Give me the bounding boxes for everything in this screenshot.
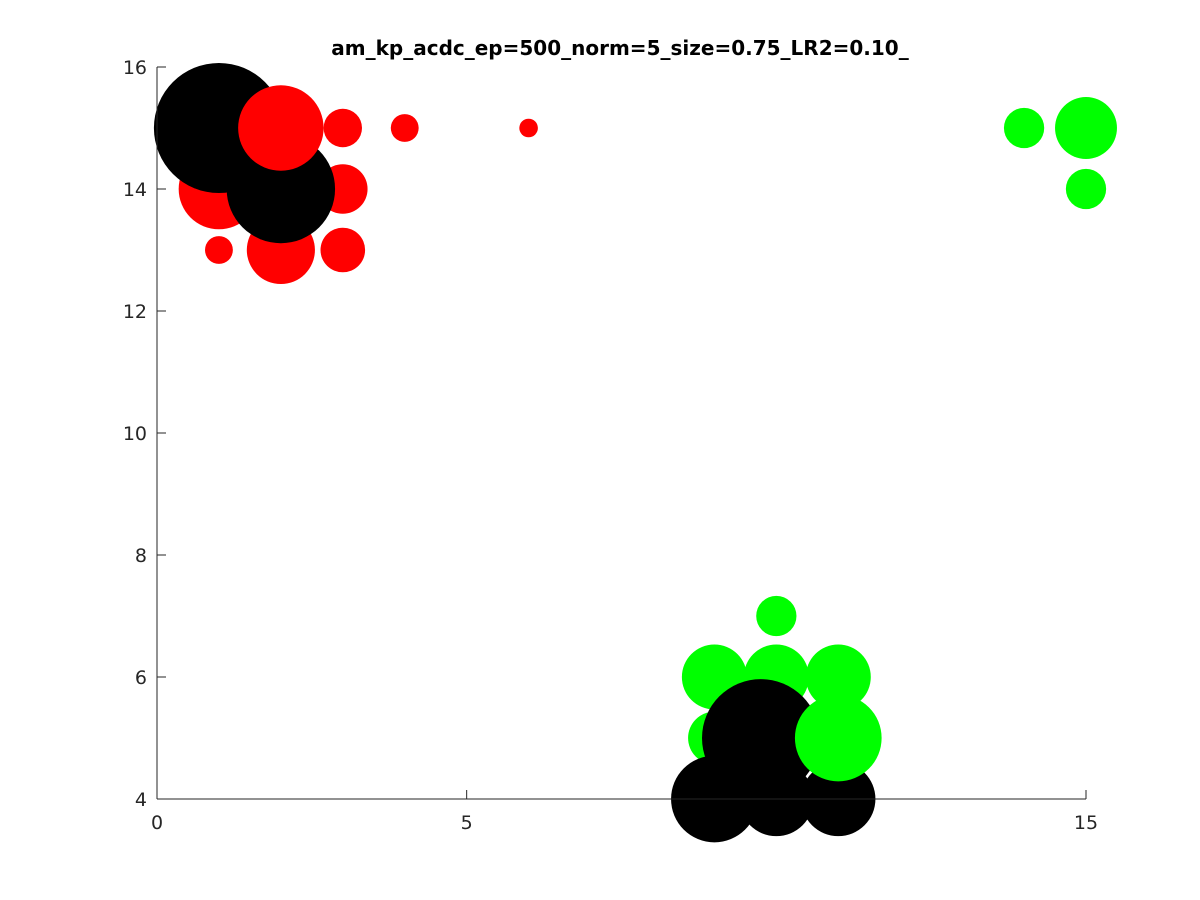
data-point-0-1	[205, 236, 233, 264]
y-tick-label: 6	[135, 667, 147, 689]
data-point-2-1	[226, 134, 336, 244]
y-tick-label: 12	[123, 301, 147, 323]
y-tick-label: 14	[123, 179, 147, 201]
data-point-3-0	[238, 85, 324, 171]
x-tick-label: 5	[461, 812, 473, 834]
data-point-2-5	[702, 679, 820, 797]
y-tick-label: 8	[135, 545, 147, 567]
y-tick-label: 4	[135, 789, 147, 811]
data-point-1-2	[1065, 168, 1107, 210]
axes-layer: 0 5 15 4 6 8 10 12 14 16	[123, 57, 1098, 834]
x-tick-label: 15	[1074, 812, 1098, 834]
x-tick-label: 0	[151, 812, 163, 834]
y-tick-label: 10	[123, 423, 147, 445]
data-point-1-3	[756, 595, 797, 637]
chart-title: am_kp_acdc_ep=500_norm=5_size=0.75_LR2=0…	[331, 36, 908, 60]
data-point-0-7	[519, 118, 538, 138]
data-point-0-6	[390, 114, 419, 142]
data-points-layer	[153, 62, 1117, 843]
y-tick-label: 16	[123, 57, 147, 79]
data-point-1-1	[1055, 97, 1117, 159]
data-point-4-0	[794, 694, 882, 782]
data-point-0-3	[320, 227, 366, 273]
data-point-1-0	[1003, 107, 1045, 149]
data-point-1-6	[805, 644, 871, 710]
data-point-0-5	[323, 108, 362, 148]
